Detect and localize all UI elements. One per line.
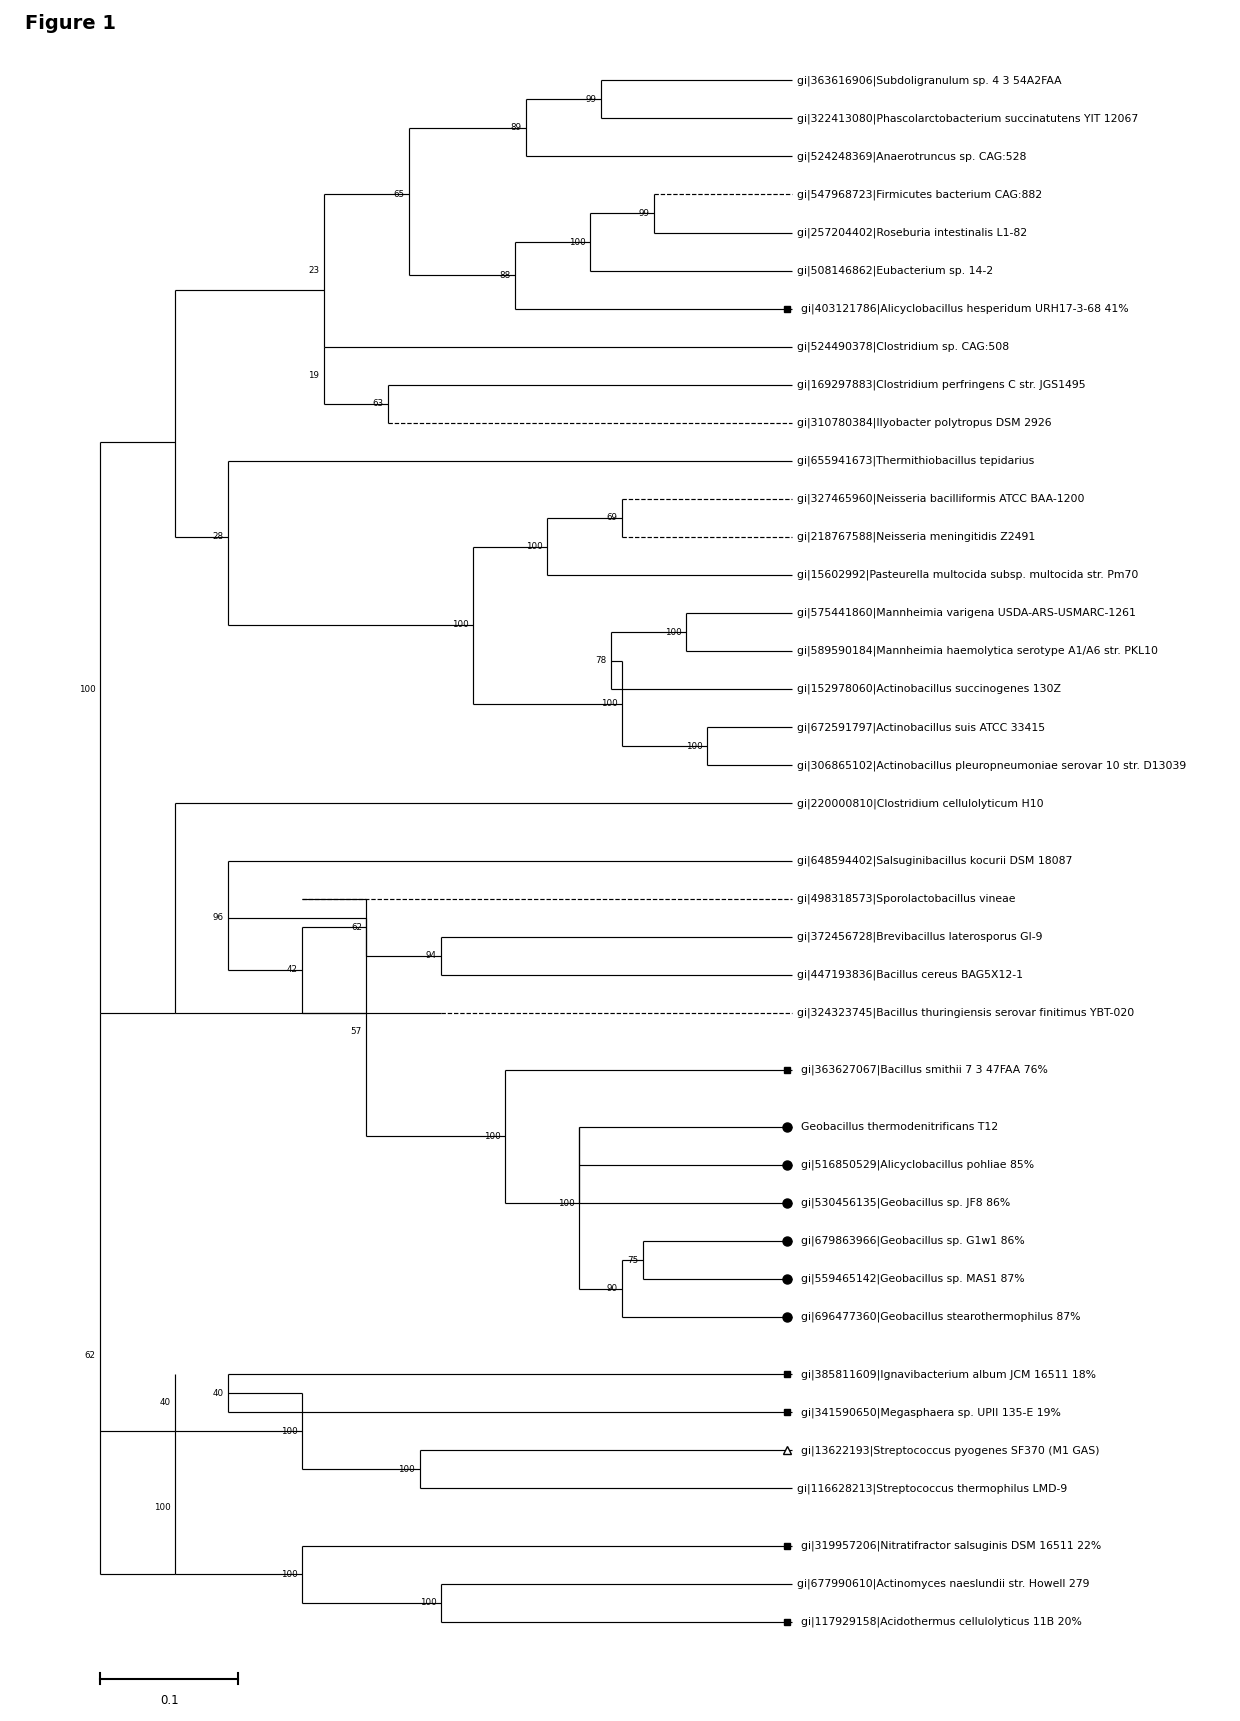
Text: 100: 100 (281, 1427, 298, 1435)
Text: gi|169297883|Clostridium perfringens C str. JGS1495: gi|169297883|Clostridium perfringens C s… (796, 380, 1085, 391)
Text: gi|13622193|Streptococcus pyogenes SF370 (M1 GAS): gi|13622193|Streptococcus pyogenes SF370… (801, 1446, 1100, 1456)
Text: gi|341590650|Megasphaera sp. UPII 135-E 19%: gi|341590650|Megasphaera sp. UPII 135-E … (801, 1408, 1060, 1418)
Text: 99: 99 (585, 95, 596, 103)
Text: 90: 90 (606, 1284, 618, 1292)
Text: gi|559465142|Geobacillus sp. MAS1 87%: gi|559465142|Geobacillus sp. MAS1 87% (801, 1274, 1024, 1284)
Text: gi|322413080|Phascolarctobacterium succinatutens YIT 12067: gi|322413080|Phascolarctobacterium succi… (796, 114, 1138, 124)
Text: 100: 100 (665, 628, 682, 637)
Text: 96: 96 (212, 914, 223, 922)
Text: 65: 65 (393, 189, 404, 200)
Text: 100: 100 (281, 1570, 298, 1578)
Text: 99: 99 (639, 208, 650, 219)
Text: Figure 1: Figure 1 (26, 14, 117, 33)
Text: 100: 100 (558, 1198, 575, 1208)
Text: 100: 100 (154, 1502, 170, 1513)
Text: 57: 57 (351, 1027, 362, 1036)
Text: gi|524248369|Anaerotruncus sp. CAG:528: gi|524248369|Anaerotruncus sp. CAG:528 (796, 151, 1025, 162)
Text: gi|524490378|Clostridium sp. CAG:508: gi|524490378|Clostridium sp. CAG:508 (796, 341, 1008, 353)
Text: 100: 100 (686, 742, 703, 750)
Text: gi|696477360|Geobacillus stearothermophilus 87%: gi|696477360|Geobacillus stearothermophi… (801, 1311, 1080, 1322)
Text: 89: 89 (511, 124, 522, 133)
Text: Geobacillus thermodenitrificans T12: Geobacillus thermodenitrificans T12 (801, 1122, 998, 1132)
Text: gi|679863966|Geobacillus sp. G1w1 86%: gi|679863966|Geobacillus sp. G1w1 86% (801, 1236, 1024, 1246)
Text: 75: 75 (627, 1256, 639, 1265)
Text: gi|498318573|Sporolactobacillus vineae: gi|498318573|Sporolactobacillus vineae (796, 893, 1016, 904)
Text: gi|530456135|Geobacillus sp. JF8 86%: gi|530456135|Geobacillus sp. JF8 86% (801, 1198, 1011, 1208)
Text: gi|575441860|Mannheimia varigena USDA-ARS-USMARC-1261: gi|575441860|Mannheimia varigena USDA-AR… (796, 608, 1136, 618)
Text: 40: 40 (212, 1389, 223, 1397)
Text: gi|677990610|Actinomyces naeslundii str. Howell 279: gi|677990610|Actinomyces naeslundii str.… (796, 1578, 1089, 1588)
Text: gi|116628213|Streptococcus thermophilus LMD-9: gi|116628213|Streptococcus thermophilus … (796, 1484, 1066, 1494)
Text: gi|589590184|Mannheimia haemolytica serotype A1/A6 str. PKL10: gi|589590184|Mannheimia haemolytica sero… (796, 645, 1157, 656)
Text: 78: 78 (595, 656, 606, 666)
Text: gi|648594402|Salsuginibacillus kocurii DSM 18087: gi|648594402|Salsuginibacillus kocurii D… (796, 855, 1071, 866)
Text: gi|117929158|Acidothermus cellulolyticus 11B 20%: gi|117929158|Acidothermus cellulolyticus… (801, 1616, 1081, 1626)
Text: 23: 23 (309, 267, 320, 275)
Text: gi|327465960|Neisseria bacilliformis ATCC BAA-1200: gi|327465960|Neisseria bacilliformis ATC… (796, 494, 1084, 504)
Text: gi|306865102|Actinobacillus pleuropneumoniae serovar 10 str. D13039: gi|306865102|Actinobacillus pleuropneumo… (796, 761, 1185, 771)
Text: gi|310780384|Ilyobacter polytropus DSM 2926: gi|310780384|Ilyobacter polytropus DSM 2… (796, 418, 1052, 429)
Text: 100: 100 (420, 1599, 436, 1607)
Text: gi|319957206|Nitratifractor salsuginis DSM 16511 22%: gi|319957206|Nitratifractor salsuginis D… (801, 1540, 1101, 1551)
Text: 62: 62 (84, 1351, 95, 1360)
Text: 69: 69 (606, 513, 618, 523)
Text: 100: 100 (79, 685, 95, 694)
Text: gi|508146862|Eubacterium sp. 14-2: gi|508146862|Eubacterium sp. 14-2 (796, 265, 993, 275)
Text: 62: 62 (351, 922, 362, 931)
Text: gi|372456728|Brevibacillus laterosporus GI-9: gi|372456728|Brevibacillus laterosporus … (796, 931, 1042, 941)
Text: gi|257204402|Roseburia intestinalis L1-82: gi|257204402|Roseburia intestinalis L1-8… (796, 227, 1027, 237)
Text: gi|447193836|Bacillus cereus BAG5X12-1: gi|447193836|Bacillus cereus BAG5X12-1 (796, 969, 1023, 979)
Text: 100: 100 (398, 1465, 415, 1473)
Text: gi|15602992|Pasteurella multocida subsp. multocida str. Pm70: gi|15602992|Pasteurella multocida subsp.… (796, 570, 1138, 580)
Text: 100: 100 (601, 699, 618, 707)
Text: 94: 94 (425, 952, 436, 960)
Text: 63: 63 (372, 399, 383, 408)
Text: 42: 42 (288, 965, 298, 974)
Text: 100: 100 (569, 237, 585, 246)
Text: 40: 40 (159, 1399, 170, 1408)
Text: gi|403121786|Alicyclobacillus hesperidum URH17-3-68 41%: gi|403121786|Alicyclobacillus hesperidum… (801, 303, 1128, 313)
Text: gi|152978060|Actinobacillus succinogenes 130Z: gi|152978060|Actinobacillus succinogenes… (796, 683, 1060, 695)
Text: 19: 19 (309, 370, 320, 380)
Text: gi|363627067|Bacillus smithii 7 3 47FAA 76%: gi|363627067|Bacillus smithii 7 3 47FAA … (801, 1065, 1048, 1076)
Text: 0.1: 0.1 (160, 1693, 179, 1707)
Text: gi|218767588|Neisseria meningitidis Z2491: gi|218767588|Neisseria meningitidis Z249… (796, 532, 1034, 542)
Text: gi|363616906|Subdoligranulum sp. 4 3 54A2FAA: gi|363616906|Subdoligranulum sp. 4 3 54A… (796, 76, 1061, 86)
Text: 100: 100 (484, 1132, 501, 1141)
Text: gi|324323745|Bacillus thuringiensis serovar finitimus YBT-020: gi|324323745|Bacillus thuringiensis sero… (796, 1007, 1133, 1019)
Text: gi|672591797|Actinobacillus suis ATCC 33415: gi|672591797|Actinobacillus suis ATCC 33… (796, 723, 1044, 733)
Text: 100: 100 (526, 542, 543, 551)
Text: gi|516850529|Alicyclobacillus pohliae 85%: gi|516850529|Alicyclobacillus pohliae 85… (801, 1160, 1034, 1170)
Text: gi|220000810|Clostridium cellulolyticum H10: gi|220000810|Clostridium cellulolyticum … (796, 799, 1043, 809)
Text: gi|655941673|Thermithiobacillus tepidarius: gi|655941673|Thermithiobacillus tepidari… (796, 456, 1034, 466)
Text: 88: 88 (500, 270, 511, 281)
Text: 28: 28 (212, 532, 223, 542)
Text: gi|547968723|Firmicutes bacterium CAG:882: gi|547968723|Firmicutes bacterium CAG:88… (796, 189, 1042, 200)
Text: gi|385811609|Ignavibacterium album JCM 16511 18%: gi|385811609|Ignavibacterium album JCM 1… (801, 1368, 1096, 1380)
Text: 100: 100 (451, 620, 469, 630)
